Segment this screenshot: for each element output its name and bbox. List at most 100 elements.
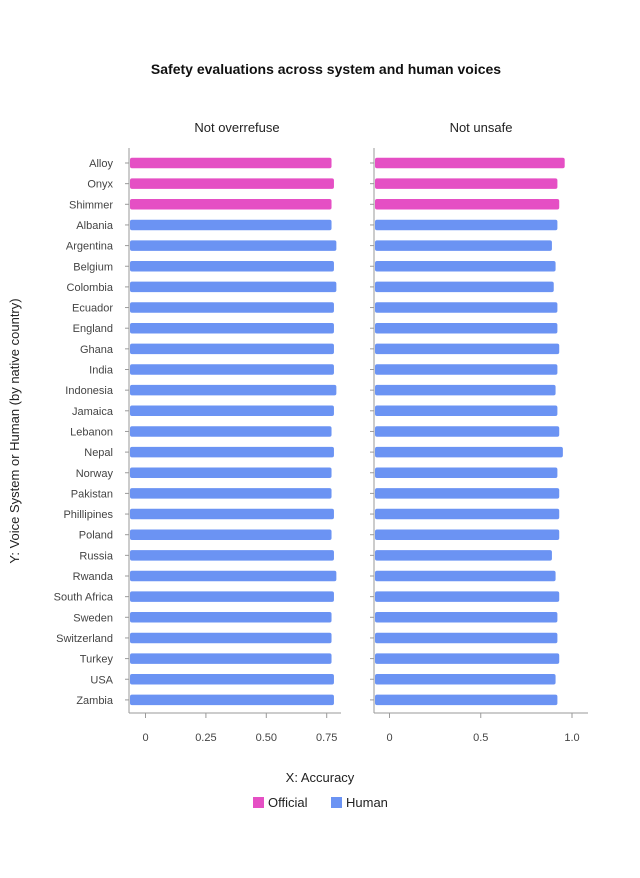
bar (375, 674, 556, 685)
bar (375, 612, 558, 623)
bar (375, 405, 558, 417)
bar (375, 219, 558, 231)
bar (375, 281, 554, 293)
category-label: Ecuador (72, 303, 113, 315)
bar (375, 384, 556, 396)
category-label: Onyx (87, 179, 113, 191)
bar (130, 302, 334, 313)
category-label: Albania (76, 220, 114, 232)
category-label: India (89, 365, 114, 377)
category-label: South Africa (54, 592, 114, 604)
bar (130, 364, 334, 375)
bar (130, 694, 334, 706)
category-label: Phillipines (63, 509, 113, 521)
category-label: Indonesia (65, 385, 114, 397)
panels: Not overrefuse 0 0.25 0.50 0.75 Not unsafe 0 0.… (125, 120, 588, 744)
category-label: USA (90, 674, 113, 686)
category-label: Norway (76, 468, 114, 480)
legend-label: Official (268, 795, 308, 810)
category-label: Shimmer (69, 199, 113, 211)
category-label: Colombia (67, 282, 114, 294)
bar (375, 653, 560, 664)
bar (130, 178, 334, 189)
bar (130, 384, 337, 396)
x-tick-label: 1.0 (564, 732, 579, 744)
bar (375, 550, 552, 561)
legend-item-human: Human (331, 795, 388, 810)
category-label: Argentina (66, 241, 114, 253)
bar (130, 446, 334, 458)
panel-not-overrefuse: Not overrefuse 0 0.25 0.50 0.75 (125, 120, 341, 744)
chart-title: Safety evaluations across system and hum… (151, 61, 501, 77)
legend-label: Human (346, 795, 388, 810)
bar (130, 508, 334, 520)
bar (375, 529, 560, 540)
bar (375, 591, 560, 602)
bar (130, 612, 332, 623)
bar (375, 261, 556, 272)
bar (130, 653, 332, 664)
bar (375, 508, 560, 520)
bar (130, 322, 334, 334)
panel-title: Not unsafe (450, 120, 513, 135)
bar (130, 550, 334, 561)
bar (130, 281, 337, 293)
bar (375, 343, 560, 355)
bar (375, 322, 558, 334)
bar (375, 446, 563, 458)
bar (130, 157, 332, 169)
x-tick-label: 0.5 (473, 732, 488, 744)
category-label: Sweden (73, 612, 113, 624)
bar (375, 467, 558, 478)
legend: Official Human (253, 795, 388, 810)
bar (375, 426, 560, 437)
category-label: England (73, 323, 113, 335)
bar (375, 240, 552, 251)
category-label: Alloy (89, 158, 113, 170)
x-axis-label: X: Accuracy (286, 770, 355, 785)
bar (130, 261, 334, 272)
category-label: Nepal (84, 447, 113, 459)
category-label: Switzerland (56, 633, 113, 645)
category-label: Pakistan (71, 488, 113, 500)
x-tick-label: 0 (142, 732, 148, 744)
y-axis-label: Y: Voice System or Human (by native coun… (7, 298, 22, 563)
legend-item-official: Official (253, 795, 308, 810)
legend-swatch (331, 797, 342, 808)
bar (375, 570, 556, 582)
legend-swatch (253, 797, 264, 808)
category-label: Belgium (73, 261, 113, 273)
category-label: Lebanon (70, 426, 113, 438)
bar (375, 302, 558, 313)
bar (130, 343, 334, 355)
x-tick-label: 0 (386, 732, 392, 744)
bar (130, 529, 332, 540)
bar (375, 364, 558, 375)
bar (130, 199, 332, 210)
x-tick-label: 0.50 (256, 732, 277, 744)
panel-not-unsafe: Not unsafe 0 0.5 1.0 (370, 120, 588, 744)
bar (375, 157, 565, 169)
category-label: Zambia (76, 695, 114, 707)
category-label: Turkey (80, 654, 114, 666)
bar (375, 488, 560, 499)
bar (130, 467, 332, 478)
bar (375, 694, 558, 706)
bar (130, 219, 332, 231)
category-label: Russia (79, 550, 114, 562)
bar (130, 240, 337, 251)
category-label: Jamaica (72, 406, 114, 418)
category-labels: Alloy Onyx Shimmer Albania Argentina Belgium C… (54, 158, 114, 707)
bar (130, 488, 332, 499)
bar (375, 199, 560, 210)
bar (130, 426, 332, 437)
panel-title: Not overrefuse (194, 120, 279, 135)
bar (130, 591, 334, 602)
x-tick-label: 0.75 (316, 732, 337, 744)
bar (375, 632, 558, 644)
category-label: Poland (79, 530, 113, 542)
bar (375, 178, 558, 189)
category-label: Ghana (80, 344, 114, 356)
bar (130, 570, 337, 582)
